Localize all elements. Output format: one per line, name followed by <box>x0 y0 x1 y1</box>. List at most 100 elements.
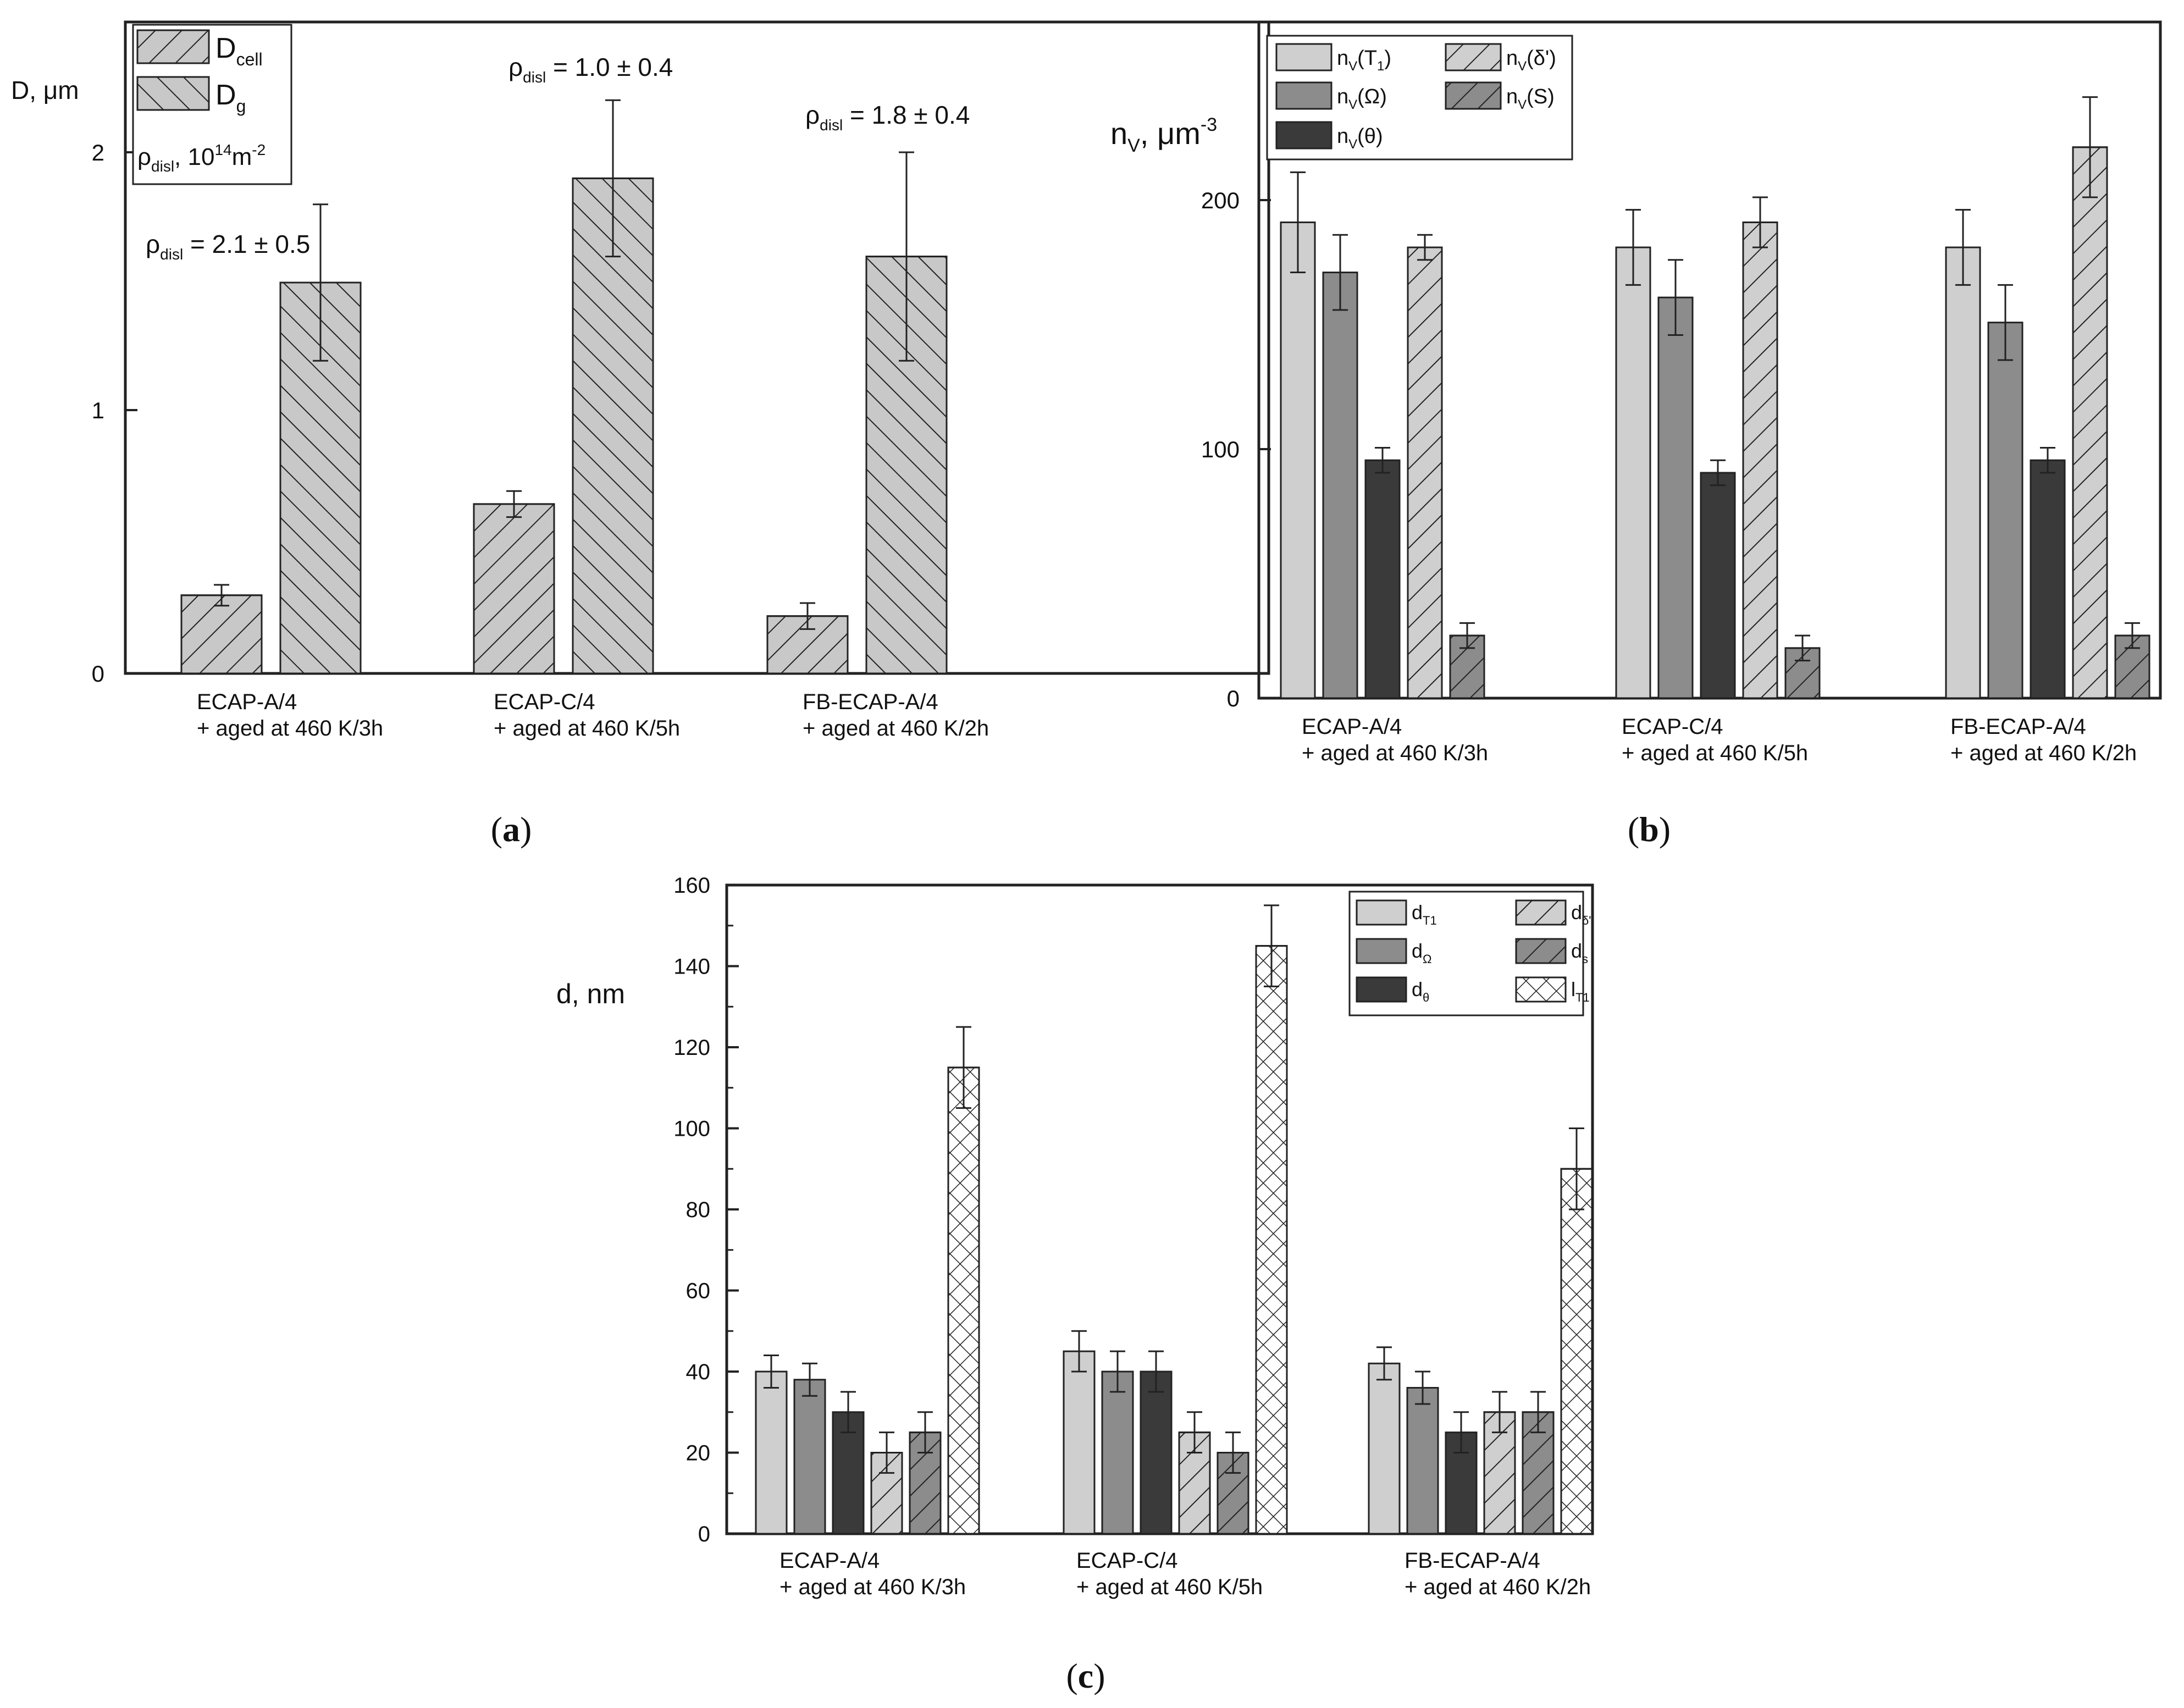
chart-a-annotation: ρdisl = 2.1 ± 0.5 <box>146 230 310 263</box>
legend-name: d <box>1571 901 1582 924</box>
chart-a-ytick-label: 1 <box>92 397 104 423</box>
bar-hatch <box>909 1431 942 1535</box>
chart-a-xlabel: + aged at 460 K/3h <box>197 716 383 740</box>
rho-value: = 1.8 ± 0.4 <box>843 101 970 129</box>
chart-c-legend-label-delta: dδ' <box>1571 901 1591 927</box>
chart-c-legend-label-theta: dθ <box>1412 978 1429 1004</box>
chart-b-ytick: 100 <box>1201 436 1271 462</box>
chart-a-ytick-label: 2 <box>92 140 104 165</box>
chart-b-ylabel: nV, μm-3 <box>1110 114 1217 156</box>
chart-a-xlabel: + aged at 460 K/2h <box>803 716 989 740</box>
bar <box>1322 272 1358 699</box>
legend-argend: ) <box>1384 47 1391 70</box>
bar <box>1063 1350 1096 1535</box>
rho-sub: disl <box>820 117 843 134</box>
legend-name: n <box>1337 47 1348 70</box>
legend-name: n <box>1337 85 1348 108</box>
chart-a-ylabel: D, μm <box>11 76 79 104</box>
chart-c-legend-label-t1: dT1 <box>1412 901 1437 927</box>
rho-value: = 1.0 ± 0.4 <box>546 53 673 81</box>
chart-b-legend-swatch-delta-hatch <box>1445 43 1502 71</box>
chart-c-legend-swatch-s-hatch <box>1515 938 1567 964</box>
chart-c-legend-swatch-theta <box>1356 976 1407 1003</box>
legend-sub: cell <box>236 49 263 69</box>
rho-sub: disl <box>160 246 183 263</box>
chart-c-legend-label-s: ds <box>1571 939 1588 966</box>
rho-rest: , 10 <box>174 143 214 170</box>
rho-value: = 2.1 ± 0.5 <box>183 230 310 258</box>
chart-a-bars <box>180 99 948 675</box>
legend-sub: V <box>1518 59 1527 74</box>
chart-a-xlabel: + aged at 460 K/5h <box>494 716 680 740</box>
chart-b-panel-label: (b) <box>1628 810 1671 849</box>
bar <box>1140 1370 1173 1535</box>
legend-arg: (S) <box>1527 85 1555 108</box>
chart-a-legend-swatch-dg-hatch <box>136 76 210 111</box>
chart-b-legend-label-s: nV(S) <box>1506 85 1555 112</box>
chart-a-ytick: 2 <box>92 140 137 165</box>
chart-c-ytick-label: 100 <box>673 1117 710 1141</box>
chart-c-ytick-label: 20 <box>686 1441 711 1466</box>
bar-hatch <box>1784 647 1821 699</box>
ylabel-sub: V <box>1127 135 1140 156</box>
chart-b-legend-swatch-s-hatch <box>1445 81 1502 110</box>
chart-b-legend-swatch-t1 <box>1275 43 1332 71</box>
legend-name: n <box>1337 125 1348 148</box>
chart-b-ytick-label: 100 <box>1201 436 1240 462</box>
panel-letter: c <box>1078 1656 1093 1695</box>
chart-b-legend-label-t1: nV(T1) <box>1337 47 1391 74</box>
legend-name: d <box>1412 901 1423 924</box>
chart-c-xlabels: ECAP-A/4 + aged at 460 K/3h ECAP-C/4 + a… <box>779 1549 1591 1599</box>
chart-a-ytick-label: 0 <box>92 661 104 687</box>
ylabel-base: n <box>1110 116 1127 151</box>
legend-sub: Ω <box>1423 952 1431 966</box>
chart-c-ytick-label: 140 <box>673 955 710 979</box>
rho-sub: disl <box>523 69 546 86</box>
rho: ρ <box>137 143 151 170</box>
legend-sub: T1 <box>1575 991 1590 1004</box>
bar <box>1406 1387 1439 1535</box>
chart-a-legend-label-dcell: Dcell <box>215 32 263 69</box>
bar <box>793 1379 826 1535</box>
rho-unit: m <box>232 143 252 170</box>
legend-sub: V <box>1348 59 1357 74</box>
chart-a-xlabels: ECAP-A/4 + aged at 460 K/3h ECAP-C/4 + a… <box>197 690 989 740</box>
bar-hatch <box>1255 945 1288 1535</box>
legend-arg: (δ') <box>1527 47 1556 70</box>
chart-c-xlabel: FB-ECAP-A/4 <box>1405 1549 1540 1573</box>
chart-a-legend-swatch-dcell-hatch <box>136 29 210 64</box>
chart-b-bars <box>1280 96 2150 699</box>
legend-arg: (θ) <box>1357 125 1383 148</box>
legend-sub: s <box>1582 952 1588 966</box>
chart-b-ytick: 0 <box>1227 686 1271 711</box>
legend-name: n <box>1506 85 1518 108</box>
chart-c-panel-label: (c) <box>1066 1656 1105 1695</box>
chart-c-ytick-label: 40 <box>686 1360 711 1384</box>
bar <box>1101 1370 1134 1535</box>
chart-c-yticks: 0 20 40 60 80 100 120 140 160 <box>673 874 739 1546</box>
rho-unit-sup: -2 <box>252 141 266 158</box>
chart-c-xlabel: + aged at 460 K/2h <box>1405 1575 1591 1599</box>
chart-c-xlabel: ECAP-A/4 <box>779 1549 880 1573</box>
chart-b-ytick-label: 0 <box>1227 686 1240 711</box>
legend-name: D <box>215 79 236 111</box>
chart-c-legend-label-omega: dΩ <box>1412 939 1431 966</box>
legend-sub: V <box>1348 97 1357 112</box>
bar-hatch <box>1560 1168 1593 1535</box>
chart-b-legend-swatch-theta <box>1275 121 1332 150</box>
panel-letter: a <box>502 810 520 849</box>
rho-sub: disl <box>151 158 174 175</box>
ylabel-rest: , μm <box>1140 116 1201 151</box>
chart-a-legend-label-dg: Dg <box>215 79 246 116</box>
bar-hatch <box>1742 221 1778 699</box>
legend-name: D <box>215 32 236 64</box>
chart-c-xlabel: ECAP-C/4 <box>1076 1549 1178 1573</box>
chart-a-xlabel: ECAP-A/4 <box>197 690 297 714</box>
chart-b-legend-label-theta: nV(θ) <box>1337 125 1383 152</box>
chart-a: D, μm 0 1 2 Dcell Dg ρdisl, <box>11 20 1270 849</box>
chart-a-panel-label: (a) <box>491 810 532 849</box>
chart-b-xlabels: ECAP-A/4 + aged at 460 K/3h ECAP-C/4 + a… <box>1302 715 2137 765</box>
chart-a-plot-frame <box>124 20 1270 675</box>
chart-c-legend-label-l: lT1 <box>1571 978 1590 1004</box>
chart-a-legend-rho: ρdisl, 1014m-2 <box>137 141 266 175</box>
